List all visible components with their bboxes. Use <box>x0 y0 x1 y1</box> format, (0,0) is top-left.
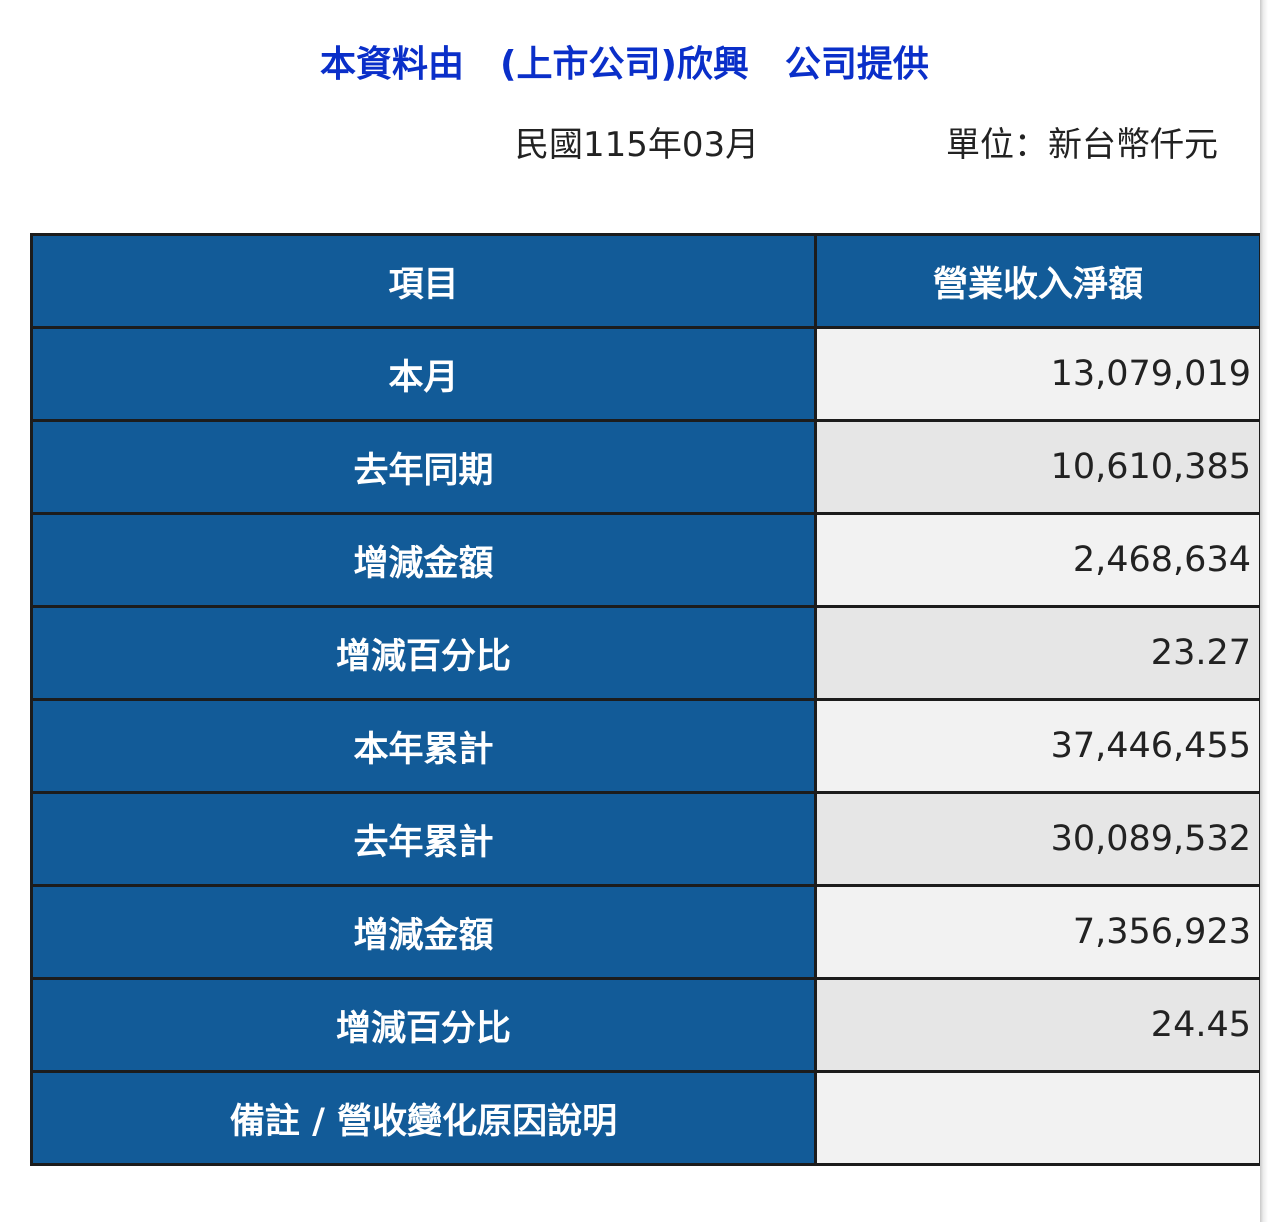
table-header-row: 項目 營業收入淨額 <box>30 233 1262 329</box>
report-date: 民國115年03月 <box>515 125 760 165</box>
table-row: 備註 / 營收變化原因說明 <box>30 1070 1262 1166</box>
row-label: 增減百分比 <box>30 605 817 701</box>
row-value <box>814 1070 1262 1166</box>
row-value: 13,079,019 <box>814 326 1262 422</box>
row-value: 10,610,385 <box>814 419 1262 515</box>
report-title: 本資料由 (上市公司)欣興 公司提供 <box>320 44 929 85</box>
table-row: 本年累計 37,446,455 <box>30 698 1262 794</box>
row-value: 7,356,923 <box>814 884 1262 980</box>
table-row: 增減金額 2,468,634 <box>30 512 1262 608</box>
currency-unit: 單位：新台幣仟元 <box>946 125 1218 165</box>
table-row: 增減百分比 24.45 <box>30 977 1262 1073</box>
row-label: 備註 / 營收變化原因說明 <box>30 1070 817 1166</box>
row-label: 去年累計 <box>30 791 817 887</box>
revenue-table: 項目 營業收入淨額 本月 13,079,019 去年同期 10,610,385 … <box>30 233 1262 1166</box>
table-row: 去年累計 30,089,532 <box>30 791 1262 887</box>
row-label: 本月 <box>30 326 817 422</box>
row-label: 增減金額 <box>30 512 817 608</box>
table-row: 本月 13,079,019 <box>30 326 1262 422</box>
row-value: 24.45 <box>814 977 1262 1073</box>
row-label: 增減百分比 <box>30 977 817 1073</box>
row-value: 23.27 <box>814 605 1262 701</box>
row-value: 2,468,634 <box>814 512 1262 608</box>
column-header-net-revenue: 營業收入淨額 <box>814 233 1262 329</box>
row-label: 本年累計 <box>30 698 817 794</box>
row-label: 去年同期 <box>30 419 817 515</box>
row-label: 增減金額 <box>30 884 817 980</box>
row-value: 37,446,455 <box>814 698 1262 794</box>
column-header-item: 項目 <box>30 233 817 329</box>
row-value: 30,089,532 <box>814 791 1262 887</box>
table-row: 增減金額 7,356,923 <box>30 884 1262 980</box>
page-edge-divider <box>1260 0 1268 1222</box>
table-row: 增減百分比 23.27 <box>30 605 1262 701</box>
table-row: 去年同期 10,610,385 <box>30 419 1262 515</box>
